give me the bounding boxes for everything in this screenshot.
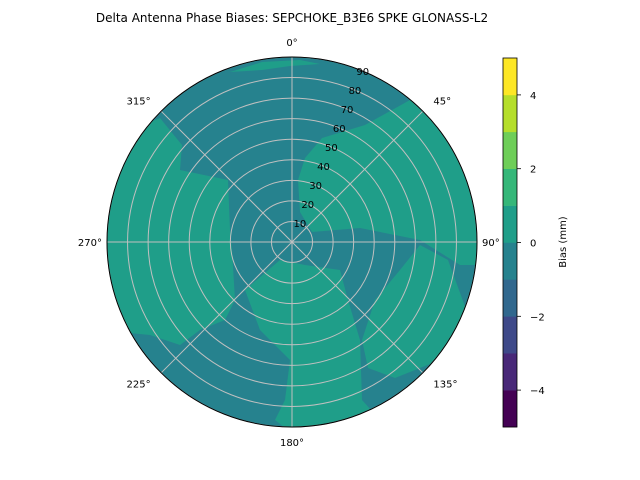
colorbar-tick-label: −4 [530, 386, 545, 397]
colorbar-band [503, 205, 517, 243]
colorbar-label: Bias (mm) [558, 216, 569, 268]
grid-spoke [160, 241, 293, 374]
radial-label: 80 [349, 86, 362, 97]
colorbar-band [503, 168, 517, 206]
radial-label: 90 [356, 67, 369, 78]
radial-tick-labels: 10 20 30 40 50 60 70 80 90 [293, 67, 369, 230]
polar-plot: 0° 45° 90° 135° 180° 225° 270° 315° 10 20 30 40 50 6… [78, 38, 500, 449]
contour-region-south [245, 260, 380, 427]
colorbar-band [503, 390, 517, 428]
colorbar-band [503, 279, 517, 317]
azimuth-label: 135° [433, 379, 457, 390]
colorbar-band [503, 316, 517, 354]
contour-region-southeast [362, 245, 470, 378]
radial-label: 10 [293, 219, 306, 230]
grid-spoke [291, 110, 424, 243]
colorbar-tick-label: 0 [530, 239, 536, 250]
azimuth-label: 315° [126, 97, 150, 108]
colorbar-band [503, 94, 517, 133]
chart-title: Delta Antenna Phase Biases: SEPCHOKE_B3E… [96, 11, 488, 25]
radial-label: 20 [301, 200, 314, 211]
grid-spoke [160, 110, 293, 243]
colorbar-bands [503, 58, 517, 428]
polar-frame [106, 56, 478, 428]
colorbar: −4 −2 0 2 4 Bias (mm) [502, 57, 569, 428]
radial-label: 60 [333, 124, 346, 135]
colorbar-tick-label: −2 [530, 312, 545, 323]
colorbar-tick-label: 2 [530, 165, 536, 176]
radial-label: 40 [317, 162, 330, 173]
azimuth-label: 45° [433, 97, 451, 108]
colorbar-tick-label: 4 [530, 91, 536, 102]
azimuth-label: 90° [482, 238, 500, 249]
colorbar-band [503, 58, 517, 96]
azimuth-label: 270° [78, 238, 102, 249]
contour-region-northeast [298, 100, 477, 265]
polar-grid [106, 56, 478, 428]
radial-label: 50 [325, 143, 338, 154]
radial-label: 30 [309, 181, 322, 192]
azimuth-tick-labels: 0° 45° 90° 135° 180° 225° 270° 315° [78, 38, 500, 449]
contour-region-north-rim [230, 60, 320, 72]
radial-label: 70 [341, 105, 354, 116]
colorbar-band [503, 242, 517, 280]
azimuth-label: 225° [126, 379, 150, 390]
azimuth-label: 0° [286, 38, 297, 49]
colorbar-band [503, 353, 517, 391]
grid-spoke [291, 241, 424, 374]
azimuth-label: 180° [280, 438, 304, 449]
colorbar-band [503, 131, 517, 169]
contour-regions [107, 60, 477, 427]
colorbar-ticks: −4 −2 0 2 4 [517, 91, 545, 397]
